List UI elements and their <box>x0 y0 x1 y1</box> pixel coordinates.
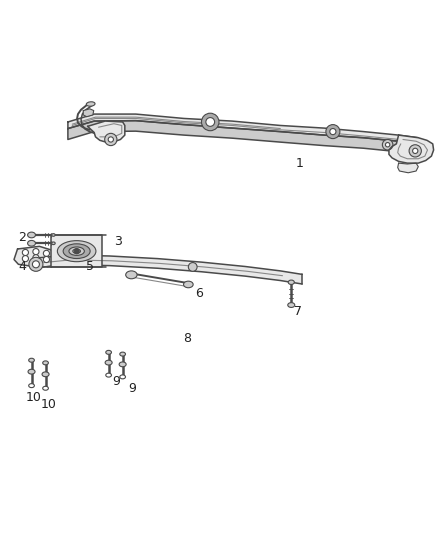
Circle shape <box>29 257 43 271</box>
Ellipse shape <box>73 249 81 253</box>
Circle shape <box>43 256 49 263</box>
Circle shape <box>385 142 390 147</box>
Text: 1: 1 <box>296 157 304 170</box>
Circle shape <box>108 137 113 142</box>
Circle shape <box>32 261 39 268</box>
Polygon shape <box>39 255 302 284</box>
Ellipse shape <box>86 102 95 106</box>
Polygon shape <box>398 163 418 173</box>
Ellipse shape <box>28 384 34 387</box>
Ellipse shape <box>57 241 96 262</box>
Circle shape <box>330 128 336 135</box>
Circle shape <box>206 118 215 126</box>
Ellipse shape <box>288 280 294 285</box>
Text: 9: 9 <box>112 375 120 387</box>
Circle shape <box>74 248 79 254</box>
Ellipse shape <box>106 373 111 377</box>
Polygon shape <box>14 246 68 268</box>
Ellipse shape <box>28 240 35 246</box>
Circle shape <box>382 140 393 150</box>
Ellipse shape <box>120 352 125 356</box>
Polygon shape <box>51 236 102 267</box>
Ellipse shape <box>28 232 35 238</box>
Ellipse shape <box>63 244 90 259</box>
Text: 7: 7 <box>294 305 302 318</box>
Ellipse shape <box>28 369 35 374</box>
Circle shape <box>22 255 28 262</box>
Text: 10: 10 <box>25 391 41 405</box>
Polygon shape <box>68 114 418 144</box>
Ellipse shape <box>106 350 111 354</box>
Ellipse shape <box>105 360 112 365</box>
Text: 4: 4 <box>18 260 26 273</box>
Polygon shape <box>389 135 434 163</box>
Ellipse shape <box>184 281 193 288</box>
Circle shape <box>22 249 28 255</box>
Ellipse shape <box>42 372 49 377</box>
Circle shape <box>33 248 39 255</box>
Circle shape <box>188 263 197 271</box>
Circle shape <box>33 255 39 261</box>
Circle shape <box>43 251 49 256</box>
Ellipse shape <box>69 247 85 255</box>
Text: 2: 2 <box>18 231 26 244</box>
Ellipse shape <box>42 386 48 390</box>
Circle shape <box>201 113 219 131</box>
Text: 3: 3 <box>114 235 122 248</box>
Ellipse shape <box>126 271 137 279</box>
Ellipse shape <box>288 303 295 308</box>
Ellipse shape <box>120 375 125 379</box>
Circle shape <box>105 133 117 146</box>
Text: 10: 10 <box>40 398 56 411</box>
Ellipse shape <box>52 242 55 245</box>
Circle shape <box>409 145 421 157</box>
Polygon shape <box>88 121 125 142</box>
Ellipse shape <box>119 362 126 367</box>
Ellipse shape <box>42 361 48 365</box>
Circle shape <box>413 148 418 154</box>
Polygon shape <box>83 109 94 117</box>
Ellipse shape <box>28 358 34 362</box>
Text: 9: 9 <box>128 382 136 395</box>
Ellipse shape <box>52 233 55 236</box>
Polygon shape <box>68 120 418 155</box>
Text: 6: 6 <box>195 287 203 300</box>
Text: 5: 5 <box>86 260 94 273</box>
Text: 8: 8 <box>184 332 191 345</box>
Circle shape <box>326 125 340 139</box>
